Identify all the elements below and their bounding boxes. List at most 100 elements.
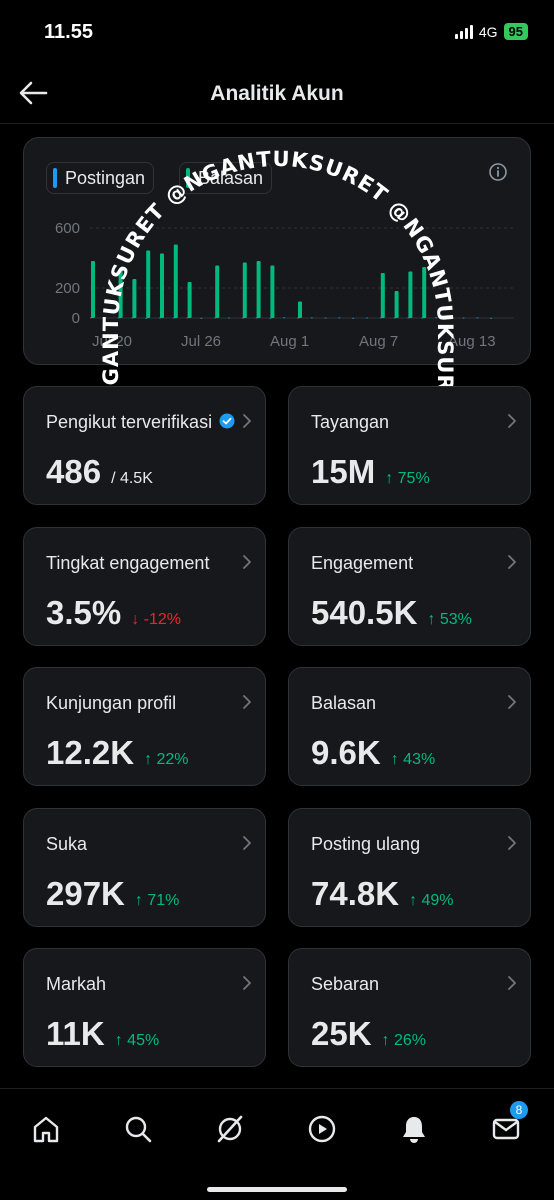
metric-value: 25K xyxy=(311,1015,372,1052)
bar-postingan xyxy=(324,317,327,319)
metric-label: Suka xyxy=(46,834,88,854)
metric-card[interactable]: Markah 11K ↑ 45% xyxy=(23,948,266,1067)
info-icon[interactable] xyxy=(488,162,508,182)
chevron-right-icon xyxy=(243,836,251,850)
bar-balasan xyxy=(160,253,164,318)
metric-value: 297K xyxy=(46,875,125,912)
chevron-right-icon xyxy=(508,414,516,428)
nav-home[interactable] xyxy=(26,1109,66,1149)
chevron-right-icon xyxy=(243,695,251,709)
bar-balasan xyxy=(91,261,95,318)
legend-swatch xyxy=(53,168,57,188)
metric-value: 11K xyxy=(46,1015,105,1052)
bar-balasan xyxy=(132,279,137,318)
y-tick-label: 600 xyxy=(55,220,80,237)
bar-postingan xyxy=(476,317,479,319)
metric-card[interactable]: Tingkat engagement 3.5% ↓ -12% xyxy=(23,527,266,646)
metric-value-row: 12.2K ↑ 22% xyxy=(46,734,189,772)
y-tick-label: 0 xyxy=(72,310,80,327)
chevron-right-icon xyxy=(508,976,516,990)
x-tick-label: Jul 20 xyxy=(92,333,132,350)
bar-postingan xyxy=(366,317,368,319)
metric-card[interactable]: Balasan 9.6K ↑ 43% xyxy=(288,667,531,786)
metric-value: 540.5K xyxy=(311,594,418,631)
legend-postingan[interactable]: Postingan xyxy=(46,162,155,194)
metric-change: ↑ 22% xyxy=(144,751,189,768)
metric-value: 15M xyxy=(311,453,376,490)
metric-value-row: 25K ↑ 26% xyxy=(311,1015,426,1053)
metric-card[interactable]: Suka 297K ↑ 71% xyxy=(23,808,266,927)
metric-change: ↑ 53% xyxy=(427,611,472,628)
chevron-right-icon xyxy=(243,555,251,569)
nav-messages[interactable]: 8 xyxy=(486,1101,528,1149)
metric-label: Balasan xyxy=(311,693,377,713)
legend-label: Balasan xyxy=(198,167,264,188)
metric-change: ↑ 49% xyxy=(409,892,454,909)
bar-postingan xyxy=(338,317,341,319)
metric-value-row: 540.5K ↑ 53% xyxy=(311,594,472,632)
metric-card[interactable]: Tayangan 15M ↑ 75% xyxy=(288,386,531,505)
metric-value-row: 74.8K ↑ 49% xyxy=(311,875,454,913)
bottom-nav: 8 xyxy=(0,1088,554,1200)
metric-label: Tayangan xyxy=(311,412,390,432)
metric-change: ↑ 26% xyxy=(381,1032,427,1049)
bar-postingan xyxy=(145,317,148,319)
legend-balasan[interactable]: Balasan xyxy=(179,162,273,194)
chevron-right-icon xyxy=(508,695,516,709)
metric-label: Pengikut terverifikasi xyxy=(46,412,213,432)
metric-label: Kunjungan profil xyxy=(46,693,177,713)
nav-grok[interactable] xyxy=(210,1109,250,1149)
metric-card[interactable]: Kunjungan profil 12.2K ↑ 22% xyxy=(23,667,266,786)
metric-change: ↑ 75% xyxy=(385,470,430,487)
nav-search[interactable] xyxy=(118,1109,158,1149)
bar-chart: 600 200 0 Jul 20 Jul 26 Aug 1 Aug 7 Aug 13 xyxy=(55,220,514,350)
bar-postingan xyxy=(200,317,203,319)
x-tick-label: Aug 13 xyxy=(448,333,496,350)
metric-label: Markah xyxy=(46,974,107,994)
bar-postingan xyxy=(310,317,313,319)
chevron-right-icon xyxy=(508,555,516,569)
verified-badge-icon xyxy=(219,413,235,429)
metric-change: ↓ -12% xyxy=(131,611,182,628)
nav-notifications[interactable] xyxy=(394,1109,434,1149)
bar-balasan xyxy=(187,282,192,318)
legend-label: Postingan xyxy=(65,167,146,188)
x-tick-label: Aug 1 xyxy=(270,333,309,350)
metric-value-row: 297K ↑ 71% xyxy=(46,875,179,913)
play-icon xyxy=(308,1115,336,1143)
metric-label: Posting ulang xyxy=(311,834,421,854)
bar-postingan xyxy=(228,317,230,319)
metric-value-row: 486 / 4.5K xyxy=(46,453,153,491)
bar-postingan xyxy=(352,317,355,319)
metric-change: ↑ 45% xyxy=(114,1032,160,1049)
chevron-right-icon xyxy=(508,836,516,850)
metric-value-row: 11K ↑ 45% xyxy=(46,1015,159,1053)
metric-card[interactable]: Sebaran 25K ↑ 26% xyxy=(288,948,531,1067)
bar-postingan xyxy=(103,317,106,319)
legend-swatch xyxy=(186,168,190,188)
header: Analitik Akun xyxy=(0,62,554,124)
signal-icon xyxy=(454,24,473,39)
metric-value: 3.5% xyxy=(46,594,122,631)
x-tick-label: Aug 7 xyxy=(359,333,398,350)
bar-balasan xyxy=(380,273,385,318)
nav-video[interactable] xyxy=(302,1109,342,1149)
x-tick-label: Jul 26 xyxy=(181,333,221,350)
metric-card[interactable]: Pengikut terverifikasi 486 / 4.5K xyxy=(23,386,266,505)
notifications-icon xyxy=(403,1117,425,1143)
bar-postingan xyxy=(269,317,272,319)
metric-value: 486 xyxy=(46,453,102,490)
network-type: 4G xyxy=(478,23,498,40)
back-arrow-icon[interactable] xyxy=(16,78,50,108)
metric-value-row: 9.6K ↑ 43% xyxy=(311,734,435,772)
home-icon xyxy=(33,1116,59,1143)
bar-postingan xyxy=(448,317,451,319)
status-bar: 11.55 4G 95 xyxy=(0,0,554,62)
bar-postingan xyxy=(435,317,437,319)
battery-icon: 95 xyxy=(503,23,528,40)
metric-card[interactable]: Engagement 540.5K ↑ 53% xyxy=(288,527,531,646)
chart-card[interactable]: Postingan Balasan 600 200 0 Jul 20 Jul 26 Aug… xyxy=(23,137,531,365)
bar-balasan xyxy=(270,265,275,318)
metric-change: ↑ 43% xyxy=(390,751,436,768)
metric-card[interactable]: Posting ulang 74.8K ↑ 49% xyxy=(288,808,531,927)
